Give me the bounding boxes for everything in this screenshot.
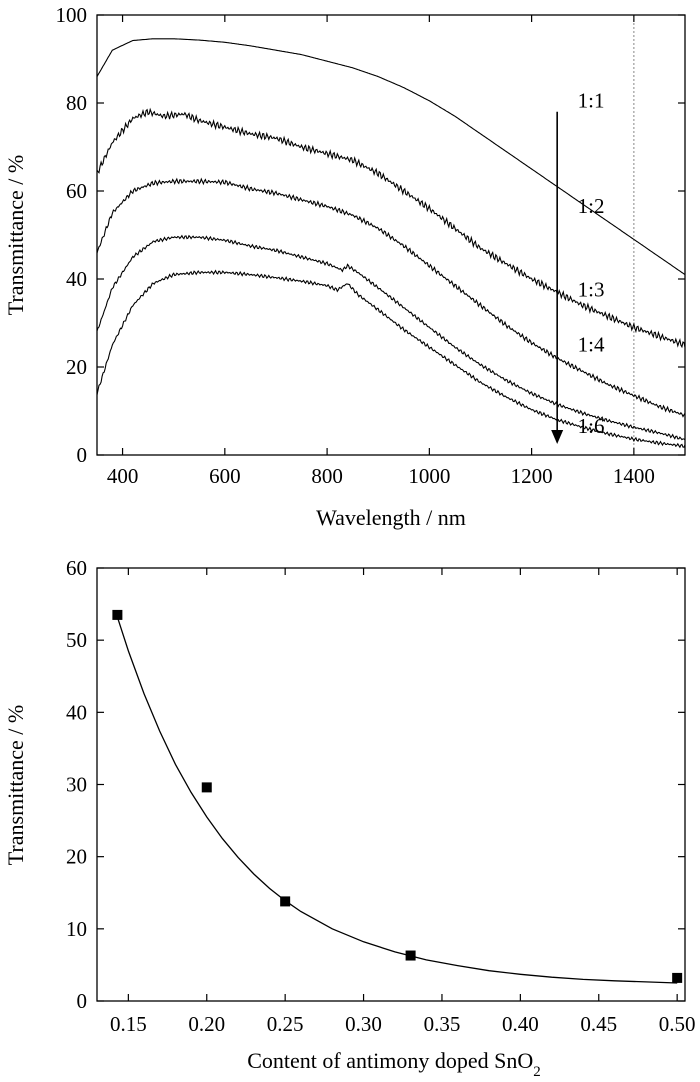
top-y-tick-label: 0 (77, 443, 88, 467)
top-plot-frame (96, 14, 686, 456)
series-line-1-6 (96, 269, 686, 449)
bottom-x-tick-label: 0.50 (659, 1012, 696, 1036)
data-points-group (112, 609, 683, 983)
bottom-x-tick-label: 0.25 (267, 1012, 304, 1036)
data-point (112, 609, 123, 620)
series-label-1-1: 1:1 (578, 88, 605, 112)
transmittance-spectra-chart: 400 600 800 1000 1200 1400 0 20 40 60 80 100 1:1 1:2… (3, 3, 686, 530)
top-y-tick-label: 100 (56, 3, 88, 27)
bottom-y-tick-label: 20 (66, 845, 87, 869)
bottom-axis-ticks: 0.15 0.20 0.25 0.30 0.35 0.40 0.45 0.50 0 10 20 30 4… (66, 556, 696, 1036)
series-line-1-3 (96, 177, 686, 418)
trend-arrow (551, 111, 564, 444)
top-x-tick-label: 1200 (511, 464, 553, 488)
data-point (201, 782, 212, 793)
top-y-axis-label: Transmittance / % (3, 155, 28, 316)
bottom-plot-frame (96, 567, 686, 1002)
bottom-y-tick-label: 30 (66, 773, 87, 797)
bottom-y-tick-label: 10 (66, 917, 87, 941)
series-label-1-4: 1:4 (578, 333, 605, 357)
top-series-labels: 1:1 1:2 1:3 1:4 1:6 (578, 88, 605, 438)
series-label-1-3: 1:3 (578, 278, 605, 302)
bottom-x-tick-label: 0.40 (502, 1012, 539, 1036)
bottom-y-axis-label: Transmittance / % (3, 705, 28, 866)
series-line-1-2 (96, 107, 686, 349)
bottom-x-tick-label: 0.20 (188, 1012, 225, 1036)
series-label-1-2: 1:2 (578, 194, 605, 218)
bottom-y-tick-label: 40 (66, 700, 87, 724)
bottom-x-axis-label: Content of antimony doped SnO2 (247, 1048, 540, 1080)
series-label-1-6: 1:6 (578, 414, 605, 438)
bottom-x-tick-label: 0.15 (110, 1012, 147, 1036)
fit-curve (116, 616, 678, 984)
bottom-x-tick-label: 0.35 (424, 1012, 461, 1036)
top-x-tick-label: 1400 (613, 464, 655, 488)
arrow-head (551, 430, 564, 444)
data-point (672, 972, 683, 983)
top-x-axis-label: Wavelength / nm (316, 505, 466, 530)
top-x-tick-label: 400 (107, 464, 139, 488)
bottom-x-tick-label: 0.30 (345, 1012, 382, 1036)
top-x-tick-label: 1000 (408, 464, 450, 488)
transmittance-vs-content-chart: 0.15 0.20 0.25 0.30 0.35 0.40 0.45 0.50 0 10 20 30 4… (3, 556, 696, 1080)
bottom-x-tick-label: 0.45 (580, 1012, 617, 1036)
top-x-tick-label: 600 (209, 464, 241, 488)
bottom-y-tick-label: 0 (77, 989, 88, 1013)
top-axis-ticks: 400 600 800 1000 1200 1400 0 20 40 60 80 100 (56, 3, 685, 488)
top-y-tick-label: 80 (66, 91, 87, 115)
top-y-tick-label: 40 (66, 267, 87, 291)
data-point (405, 950, 416, 961)
data-point (280, 896, 291, 907)
top-y-tick-label: 60 (66, 179, 87, 203)
top-x-tick-label: 800 (311, 464, 343, 488)
bottom-y-tick-label: 50 (66, 628, 87, 652)
top-y-tick-label: 20 (66, 355, 87, 379)
series-line-1-1 (96, 38, 686, 276)
top-series-group (96, 38, 686, 449)
series-line-1-4 (96, 234, 686, 441)
bottom-y-tick-label: 60 (66, 556, 87, 580)
